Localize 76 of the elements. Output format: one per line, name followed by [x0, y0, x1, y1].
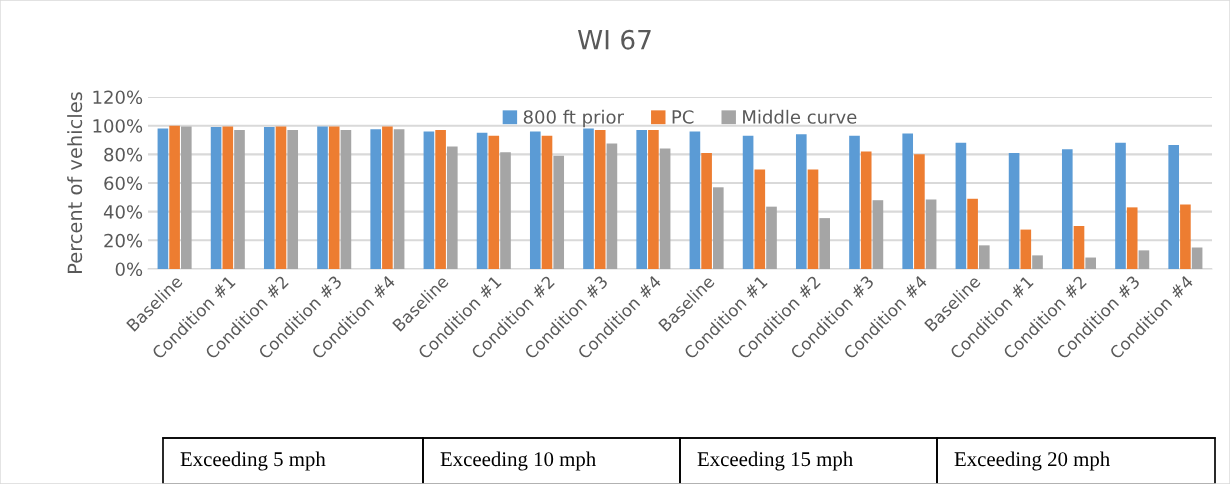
bar [766, 206, 777, 269]
bar [340, 129, 352, 269]
bar [807, 169, 819, 269]
bar [234, 129, 245, 269]
y-tick-label: 40% [103, 205, 143, 219]
bar [849, 135, 860, 269]
bar [606, 143, 618, 269]
bar [157, 128, 169, 269]
bar [742, 135, 754, 269]
chart-title: WI 67 [577, 29, 651, 50]
bar [446, 146, 458, 269]
bar [1032, 255, 1043, 269]
bar [1008, 152, 1020, 269]
bar [541, 135, 553, 269]
legend-label: Middle curve [743, 109, 857, 124]
bar [263, 127, 275, 269]
bar [902, 133, 914, 269]
bar [1073, 226, 1085, 269]
bar [914, 154, 925, 269]
bar [328, 126, 340, 269]
y-tick-label: 20% [104, 233, 143, 248]
bar [169, 125, 180, 269]
bar [423, 131, 435, 269]
bar [1126, 207, 1138, 269]
bar [872, 200, 884, 269]
bar [659, 148, 671, 269]
bar [1085, 257, 1097, 269]
bar [1168, 145, 1180, 269]
bar [583, 128, 594, 269]
bar [275, 126, 287, 269]
text: Exceeding 15 mph [697, 451, 853, 471]
bar [860, 151, 872, 269]
y-tick-label: 120% [93, 90, 143, 105]
bar [476, 132, 488, 269]
bar [967, 198, 978, 269]
bar [382, 126, 393, 269]
bar [636, 129, 648, 269]
bar [648, 129, 659, 269]
bar [393, 129, 405, 269]
bar [754, 169, 766, 269]
bar [180, 126, 192, 269]
bar [1191, 247, 1203, 269]
bar [488, 135, 500, 269]
bar [594, 129, 606, 269]
bar [1020, 229, 1032, 269]
bar [435, 129, 446, 269]
bar [689, 131, 701, 269]
bar [317, 126, 328, 269]
bar [287, 129, 299, 269]
y-axis-title: Percent of vehicles [67, 92, 83, 273]
bar [955, 142, 967, 269]
bar [529, 131, 541, 269]
bar [712, 187, 724, 269]
bar [1115, 142, 1126, 269]
y-tick-label: 60% [104, 176, 143, 191]
text: Exceeding 20 mph [954, 451, 1110, 471]
bar [701, 152, 712, 269]
y-tick-label: 80% [104, 147, 143, 162]
text: Exceeding 10 mph [440, 451, 596, 471]
bar [1061, 149, 1073, 269]
y-tick-label: 100% [93, 119, 143, 133]
bar [222, 126, 234, 269]
legend-label: 800 ft prior [523, 109, 624, 128]
legend-label: PC [672, 110, 694, 124]
bar [925, 199, 937, 269]
bar [553, 155, 565, 269]
text: Exceeding 5 mph [180, 451, 326, 471]
bar [1138, 250, 1150, 269]
y-tick-label: 0% [115, 262, 143, 277]
bar [500, 152, 511, 269]
bar [210, 127, 222, 269]
bar [819, 218, 831, 269]
bar [978, 245, 990, 269]
bar [795, 134, 807, 269]
bar [1180, 204, 1191, 269]
bar [370, 129, 382, 269]
